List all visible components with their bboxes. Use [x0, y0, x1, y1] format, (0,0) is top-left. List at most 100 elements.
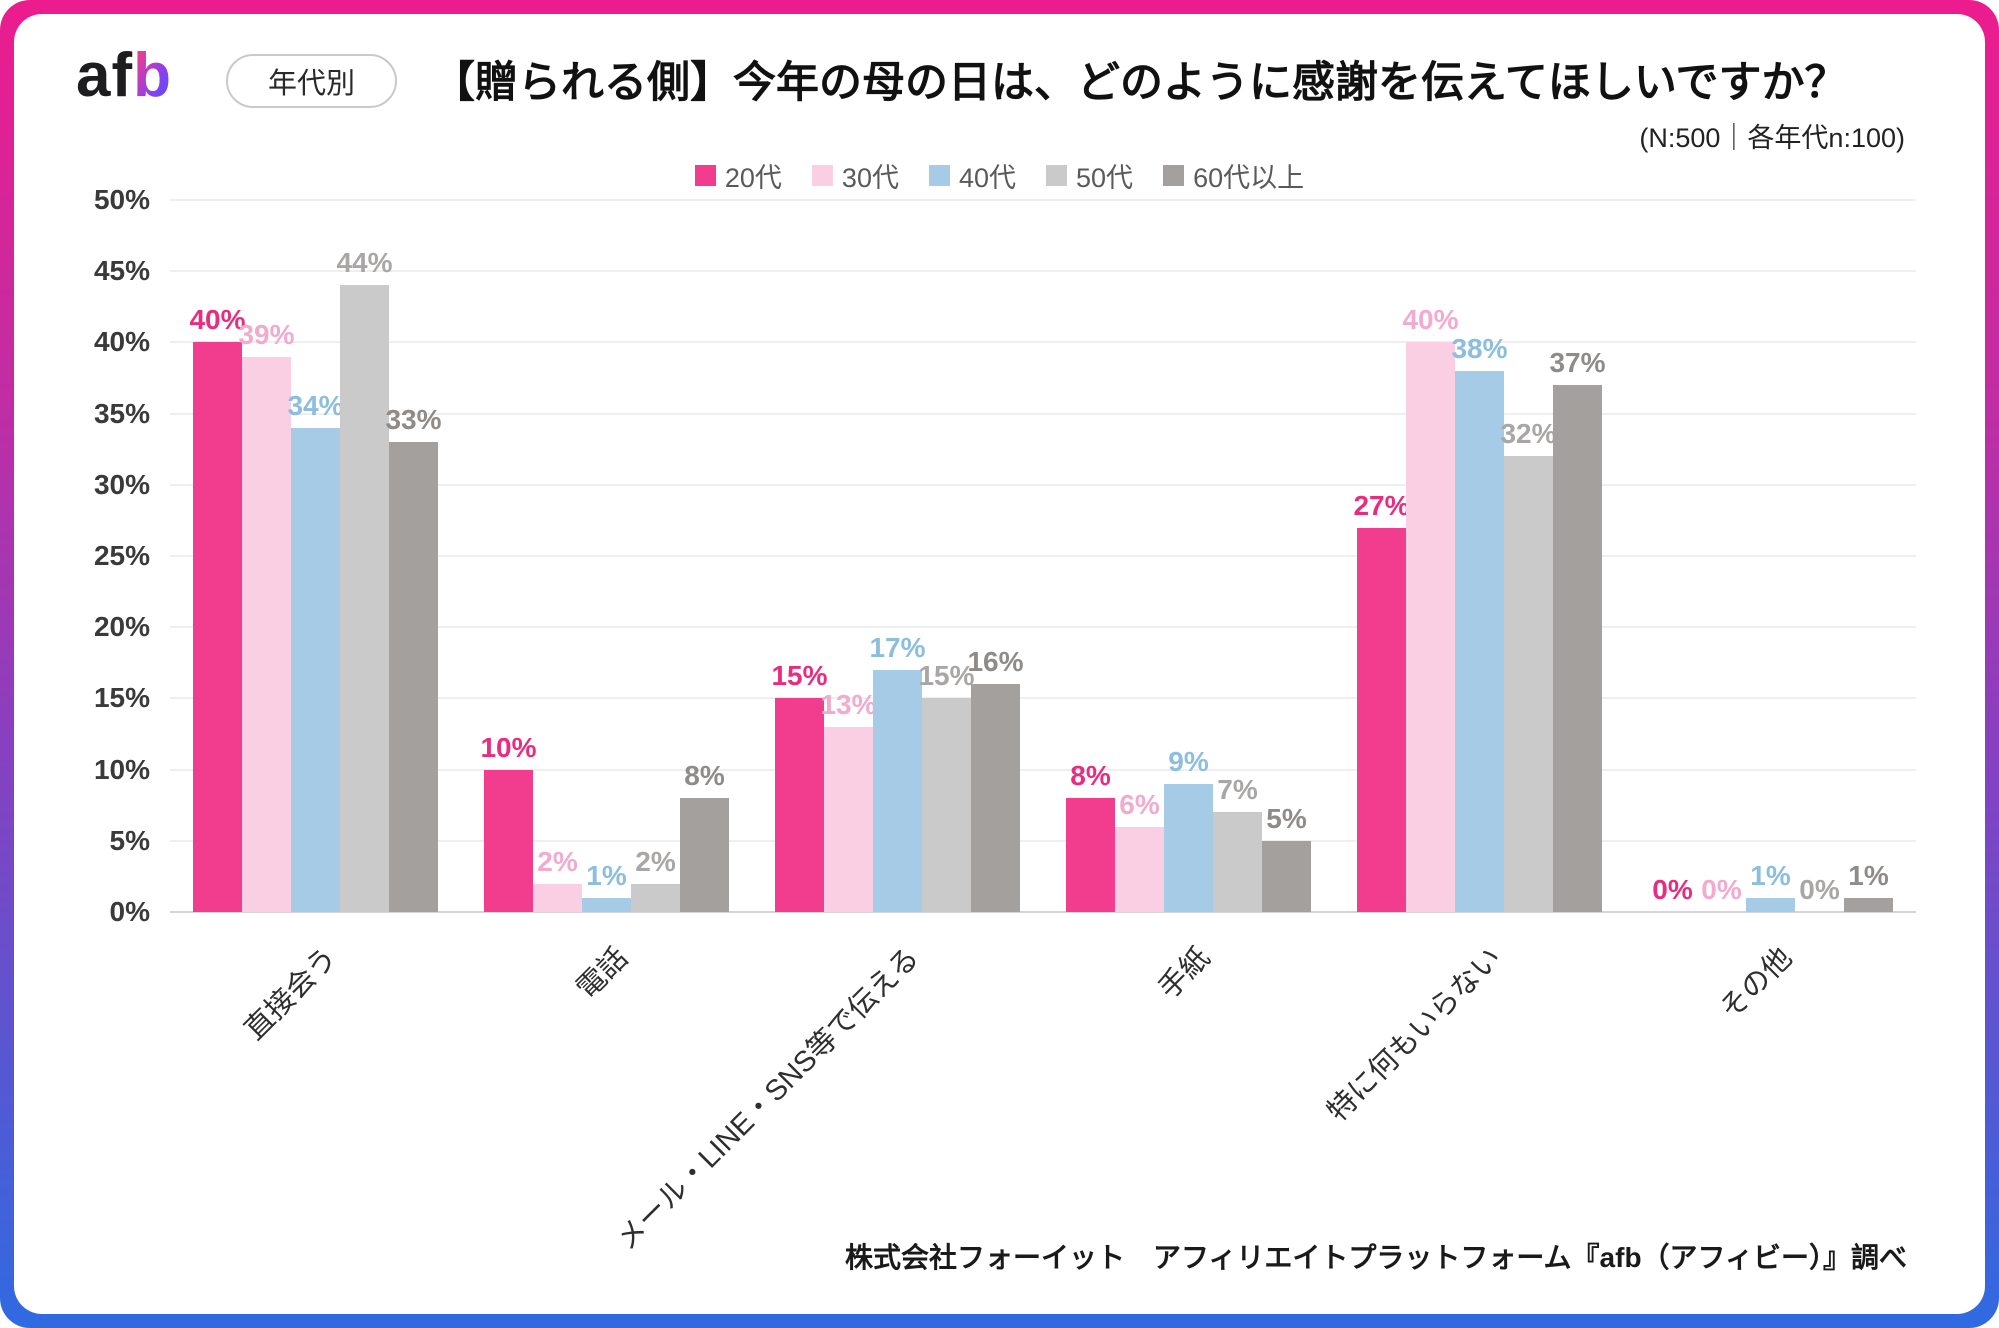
- age-group-badge: 年代別: [226, 54, 398, 108]
- plot-area: 40% 39% 34% 44% 33% 10% 2% 1% 2% 8% 15% 13% 17% 15% 16…: [170, 199, 1916, 913]
- bar-slot: 7%: [1213, 200, 1262, 912]
- bar-slot: 0%: [1795, 200, 1844, 912]
- legend-label: 20代: [724, 163, 782, 193]
- bar-slot: 17%: [869, 200, 926, 912]
- bar-50代: [1504, 456, 1553, 912]
- bar-50代: [922, 698, 971, 912]
- bar-20代: [484, 769, 533, 912]
- bar-40代: [1746, 897, 1795, 912]
- bar-30代: [1406, 342, 1455, 912]
- bar-20代: [193, 342, 242, 912]
- value-label: 7%: [1217, 774, 1258, 806]
- x-tick-label: 電話: [571, 941, 635, 1006]
- bar-60代以上: [1262, 840, 1311, 912]
- y-tick-label: 25%: [93, 540, 150, 571]
- value-label: 27%: [1353, 489, 1410, 521]
- bar-60代以上: [971, 684, 1020, 912]
- value-label: 0%: [1799, 874, 1840, 905]
- legend-label: 60代以上: [1193, 163, 1305, 193]
- bar-slot: 34%: [287, 200, 344, 912]
- legend-label: 30代: [841, 163, 899, 193]
- bar-30代: [533, 883, 582, 912]
- bar-slot: 2%: [631, 200, 680, 912]
- value-label: 40%: [1402, 304, 1459, 336]
- page-title: 【贈られる側】今年の母の日は、どのように感謝を伝えてほしいですか？: [432, 59, 1848, 107]
- value-label: 9%: [1168, 745, 1209, 777]
- legend-swatch-icon: [694, 165, 716, 186]
- bar-20代: [1066, 798, 1115, 912]
- bar-slot: 40%: [1402, 200, 1459, 912]
- bar-slot: 1%: [1844, 200, 1893, 912]
- legend-label: 50代: [1076, 163, 1134, 193]
- value-label: 8%: [684, 760, 725, 792]
- x-tick-label: 手紙: [1153, 941, 1217, 1006]
- bar-30代: [242, 356, 291, 912]
- bar-slot: 15%: [771, 200, 828, 912]
- gridline: [170, 768, 1916, 771]
- gridline: [170, 626, 1916, 629]
- y-tick-label: 40%: [93, 326, 150, 358]
- bar-slot: 40%: [189, 200, 246, 912]
- y-tick-label: 35%: [93, 397, 150, 429]
- source-credit: 株式会社フォーイット アフィリエイトプラットフォーム『afb（アフィビー）』調べ: [844, 1242, 1907, 1273]
- badge-label: 年代別: [268, 68, 356, 100]
- value-label: 16%: [967, 646, 1024, 678]
- legend-swatch-icon: [928, 165, 950, 186]
- gridline: [170, 270, 1916, 273]
- value-label: 2%: [635, 845, 676, 877]
- value-label: 10%: [480, 731, 537, 763]
- legend-item-50代: 50代: [1046, 156, 1133, 195]
- x-tick-label: 直接会う: [239, 941, 344, 1047]
- bar-slot: 1%: [1746, 200, 1795, 912]
- bar-slot: 10%: [480, 200, 537, 912]
- bar-slot: 27%: [1353, 200, 1410, 912]
- value-label: 5%: [1266, 802, 1307, 834]
- bar-60代以上: [680, 798, 729, 912]
- gridline: [170, 555, 1916, 557]
- value-label: 13%: [820, 688, 877, 720]
- bar-slot: 15%: [918, 200, 975, 912]
- bar-20代: [775, 698, 824, 912]
- value-label: 0%: [1701, 874, 1742, 905]
- y-tick-label: 15%: [93, 682, 150, 714]
- value-label: 15%: [918, 660, 975, 692]
- bar-slot: 37%: [1549, 200, 1606, 912]
- bar-40代: [1455, 370, 1504, 912]
- bar-slot: 6%: [1115, 200, 1164, 912]
- bar-group-2: 10% 2% 1% 2% 8%: [461, 200, 752, 912]
- value-label: 8%: [1070, 760, 1111, 792]
- value-label: 1%: [1848, 859, 1889, 891]
- bar-group-1: 40% 39% 34% 44% 33%: [170, 200, 461, 912]
- y-tick-label: 50%: [93, 184, 150, 215]
- x-tick-label: メール・LINE・SNS等で伝える: [610, 941, 926, 1257]
- y-tick-label: 20%: [93, 611, 150, 643]
- y-tick-label: 30%: [93, 468, 150, 500]
- value-label: 6%: [1119, 788, 1160, 820]
- legend-swatch-icon: [811, 165, 833, 186]
- bar-slot: 1%: [582, 200, 631, 912]
- chart-card: afb 年代別 【贈られる側】今年の母の日は、どのように感謝を伝えてほしいですか…: [14, 14, 1985, 1314]
- bar-slot: 0%: [1648, 200, 1697, 912]
- legend-item-60代以上: 60代以上: [1163, 156, 1304, 195]
- bar-60代以上: [1844, 897, 1893, 912]
- bar-60代以上: [389, 442, 438, 912]
- bar-slot: 44%: [336, 200, 393, 912]
- bar-slot: 38%: [1451, 200, 1508, 912]
- value-label: 44%: [336, 247, 393, 279]
- y-tick-label: 10%: [93, 753, 150, 785]
- value-label: 38%: [1451, 332, 1508, 364]
- legend-item-30代: 30代: [811, 156, 899, 195]
- x-axis-labels: 直接会う 電話 メール・LINE・SNS等で伝える 手紙 特に何もいらない その他: [170, 926, 1916, 1257]
- bar-40代: [873, 669, 922, 912]
- legend-swatch-icon: [1046, 165, 1068, 186]
- bar-group-4: 8% 6% 9% 7% 5%: [1043, 200, 1334, 912]
- bar-50代: [340, 285, 389, 912]
- value-label: 0%: [1652, 874, 1693, 905]
- bar-50代: [1213, 812, 1262, 912]
- y-tick-label: 5%: [109, 824, 150, 856]
- gridline: [170, 412, 1916, 415]
- gridline: [170, 341, 1916, 344]
- value-label: 39%: [238, 318, 295, 350]
- gridline: [170, 483, 1916, 486]
